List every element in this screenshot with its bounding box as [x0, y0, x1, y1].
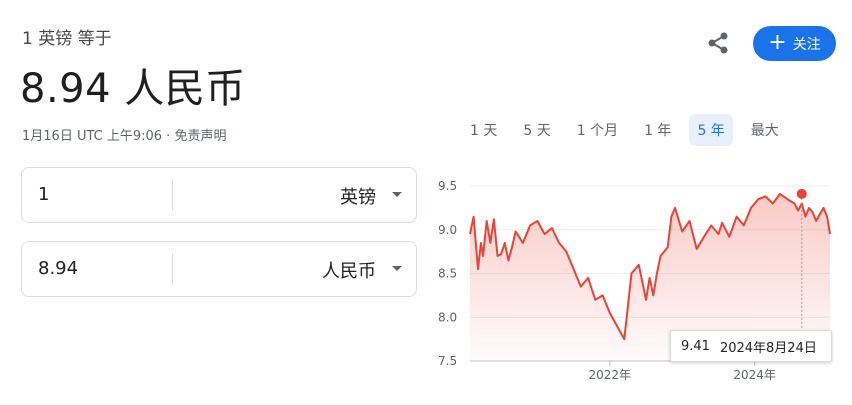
follow-button[interactable]: + 关注 [753, 26, 836, 61]
x-tick-label: 2022年 [589, 368, 632, 382]
tooltip-value: 9.41 [681, 338, 710, 354]
y-tick-label: 9.5 [438, 179, 457, 193]
to-amount-input[interactable]: 8.94 [38, 258, 79, 279]
chart-tooltip: 9.41 2024年8月24日 [670, 330, 832, 362]
follow-label: 关注 [792, 36, 821, 53]
chart-area-fill [470, 193, 830, 361]
to-converter: 8.94 人民币 [21, 241, 417, 297]
hover-point [796, 188, 807, 199]
exchange-rate: 8.94 人民币 [20, 66, 246, 112]
tab-5d[interactable]: 5 天 [523, 123, 551, 139]
to-currency-select[interactable]: 人民币 [322, 261, 376, 282]
share-icon [708, 32, 728, 54]
chevron-down-icon[interactable] [392, 192, 402, 197]
y-tick-label: 8.5 [438, 267, 457, 281]
rate-chart[interactable]: 9.5 9.0 8.5 8.0 7.5 2022年 2024年 [430, 170, 840, 395]
timestamp-line: 1月16日 UTC 上午9:06 · 免责声明 [22, 125, 226, 144]
divider [172, 180, 173, 210]
range-tabs: 1 天 5 天 1 个月 1 年 5 年 最大 [462, 114, 797, 146]
chevron-down-icon[interactable] [392, 266, 402, 271]
timestamp: 1月16日 UTC 上午9:06 · [22, 129, 175, 144]
chart-series-line [469, 192, 831, 341]
plus-icon: + [768, 29, 787, 55]
tab-5y[interactable]: 5 年 [689, 114, 733, 146]
conversion-subtitle: 1 英镑 等于 [22, 29, 112, 49]
share-button[interactable] [703, 28, 733, 58]
divider [172, 254, 173, 284]
x-tick-label: 2024年 [733, 368, 776, 382]
tab-1y[interactable]: 1 年 [644, 123, 672, 139]
from-currency-select[interactable]: 英镑 [340, 187, 376, 208]
tab-1m[interactable]: 1 个月 [576, 123, 619, 139]
y-tick-label: 8.0 [438, 310, 457, 324]
from-converter: 1 英镑 [21, 167, 417, 223]
tooltip-date: 2024年8月24日 [719, 340, 817, 356]
disclaimer-link[interactable]: 免责声明 [174, 129, 227, 144]
from-amount-input[interactable]: 1 [38, 184, 50, 205]
tab-1d[interactable]: 1 天 [470, 123, 498, 139]
tab-max[interactable]: 最大 [750, 123, 779, 139]
y-tick-label: 7.5 [438, 354, 457, 368]
y-tick-label: 9.0 [438, 223, 457, 237]
